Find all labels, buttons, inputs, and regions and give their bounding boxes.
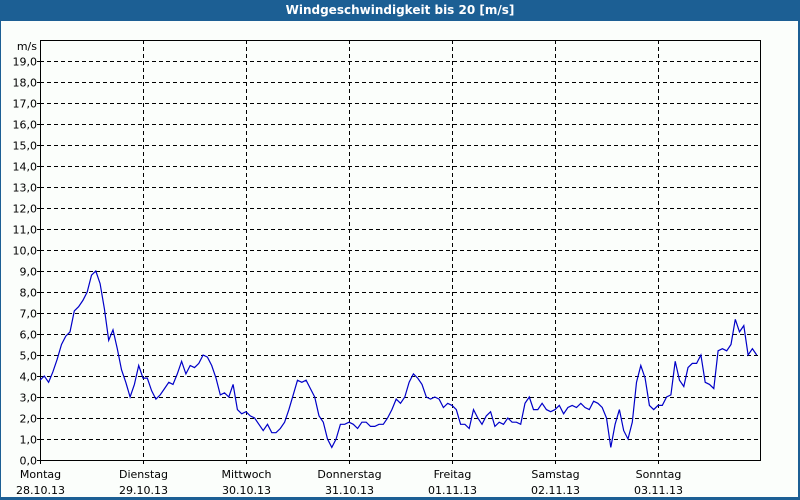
plot-area-frame <box>40 40 761 461</box>
x-tick-date-label: 29.10.13 <box>119 484 168 497</box>
x-axis-ticks: Montag 28.10.13 Dienstag 29.10.13 Mittwoch 30… <box>16 460 683 497</box>
y-tick-label: 2,0 <box>20 413 38 426</box>
chart-title: Windgeschwindigkeit bis 20 [m/s] <box>285 3 515 17</box>
y-tick-label: 11,0 <box>13 224 38 237</box>
y-tick-label: 7,0 <box>20 308 38 321</box>
y-tick-label: 14,0 <box>13 161 38 174</box>
y-tick-label: 9,0 <box>20 266 38 279</box>
y-tick-label: 18,0 <box>13 77 38 90</box>
wind-speed-line <box>39 269 758 449</box>
y-axis-ticks: 0,0 1,0 2,0 3,0 4,0 5,0 6,0 7,0 8,0 9,0 10,0 11,0 12… <box>13 56 40 468</box>
x-tick-day-label: Samstag <box>531 468 579 481</box>
y-tick-label: 6,0 <box>20 329 38 342</box>
y-tick-label: 17,0 <box>13 98 38 111</box>
y-tick-label: 0,0 <box>20 455 38 468</box>
y-tick-label: 1,0 <box>20 434 38 447</box>
y-tick-label: 8,0 <box>20 287 38 300</box>
x-tick-day-label: Dienstag <box>119 468 168 481</box>
y-tick-label: 3,0 <box>20 392 38 405</box>
x-tick-day-label: Freitag <box>434 468 472 481</box>
chart-panel <box>1 21 798 497</box>
x-tick-date-label: 01.11.13 <box>428 484 477 497</box>
y-tick-label: 10,0 <box>13 245 38 258</box>
y-tick-label: 16,0 <box>13 119 38 132</box>
y-tick-label: 5,0 <box>20 350 38 363</box>
x-tick-day-label: Montag <box>20 468 61 481</box>
x-tick-date-label: 28.10.13 <box>16 484 65 497</box>
y-axis-unit-label: m/s <box>17 40 37 53</box>
x-tick-day-label: Donnerstag <box>317 468 381 481</box>
y-tick-label: 19,0 <box>13 56 38 69</box>
x-tick-day-label: Sonntag <box>636 468 682 481</box>
x-tick-day-label: Mittwoch <box>222 468 272 481</box>
grid-lines <box>40 40 760 460</box>
x-tick-date-label: 31.10.13 <box>325 484 374 497</box>
y-tick-label: 15,0 <box>13 140 38 153</box>
y-tick-label: 13,0 <box>13 182 38 195</box>
y-tick-label: 4,0 <box>20 371 38 384</box>
x-tick-date-label: 02.11.13 <box>531 484 580 497</box>
chart-title-bar: Windgeschwindigkeit bis 20 [m/s] <box>0 0 800 21</box>
x-tick-date-label: 03.11.13 <box>634 484 683 497</box>
y-tick-label: 12,0 <box>13 203 38 216</box>
x-tick-date-label: 30.10.13 <box>222 484 271 497</box>
